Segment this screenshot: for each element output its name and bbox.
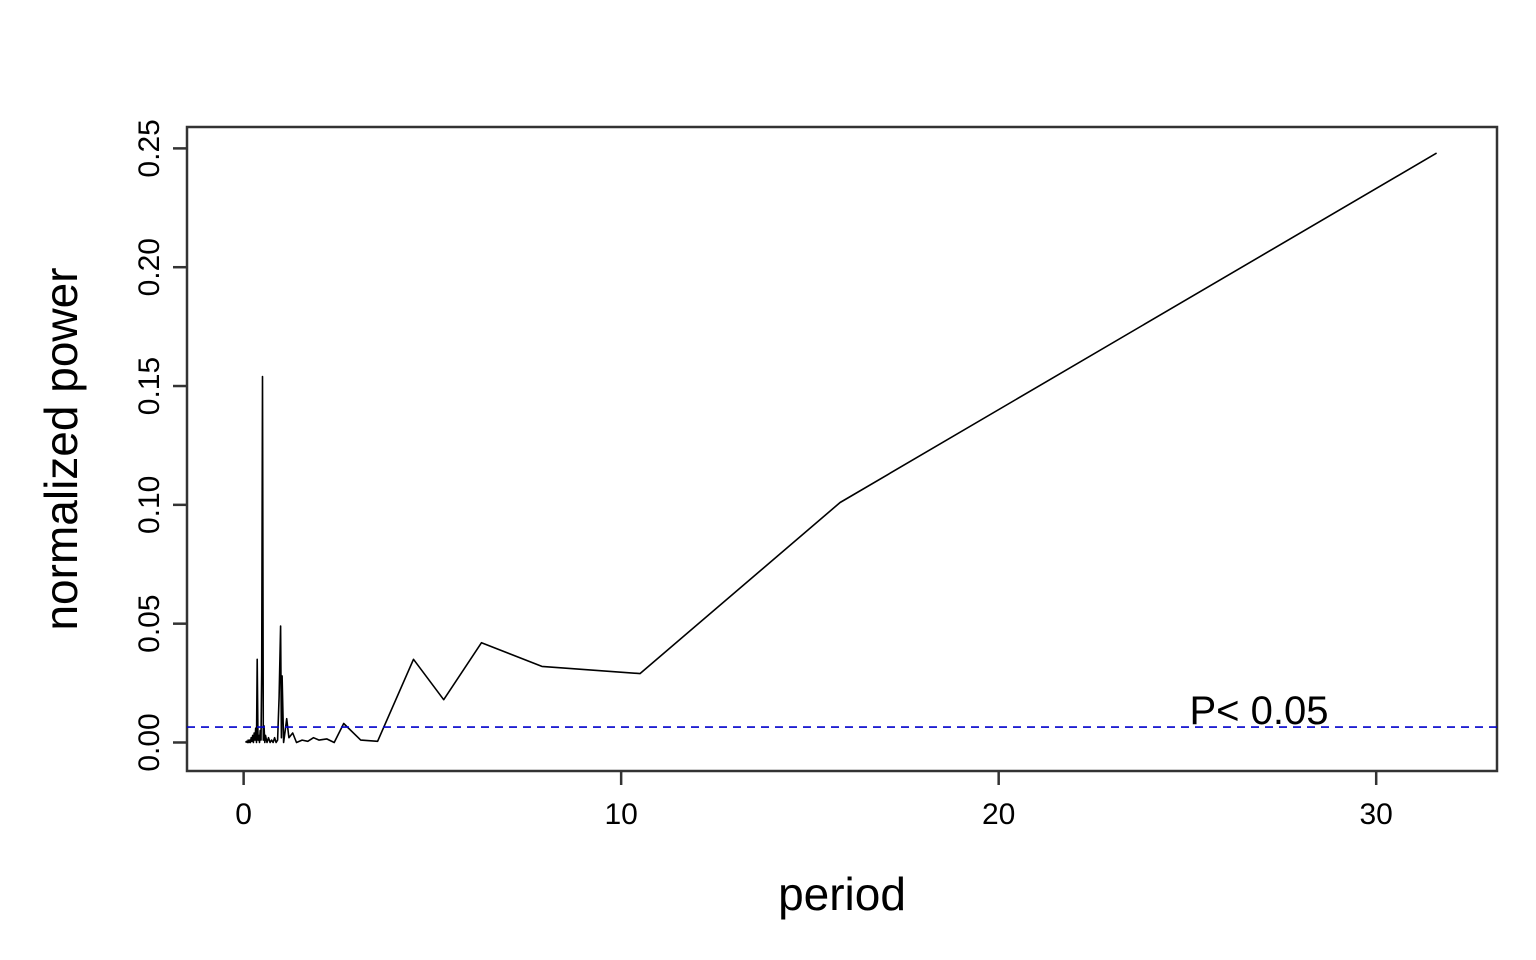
y-tick-label: 0.25 bbox=[133, 119, 166, 177]
y-axis-title: normalized power bbox=[35, 267, 87, 630]
y-axis: 0.00 0.05 0.10 0.15 0.20 0.25 bbox=[133, 119, 187, 772]
y-tick-label: 0.10 bbox=[133, 476, 166, 534]
y-tick-label: 0.05 bbox=[133, 594, 166, 652]
x-axis: 0 10 20 30 bbox=[235, 771, 1393, 831]
series-line bbox=[244, 152, 1438, 744]
y-tick-label: 0.15 bbox=[133, 357, 166, 415]
x-tick-label: 30 bbox=[1360, 798, 1393, 831]
x-axis-title: period bbox=[778, 868, 906, 920]
y-tick-label: 0.00 bbox=[133, 713, 166, 771]
significance-threshold-label: P< 0.05 bbox=[1189, 689, 1328, 733]
x-tick-label: 10 bbox=[604, 798, 637, 831]
x-tick-label: 0 bbox=[235, 798, 252, 831]
plot-frame bbox=[185, 125, 1499, 773]
series-layer bbox=[244, 152, 1438, 744]
y-tick-label: 0.20 bbox=[133, 238, 166, 296]
x-tick-label: 20 bbox=[982, 798, 1015, 831]
